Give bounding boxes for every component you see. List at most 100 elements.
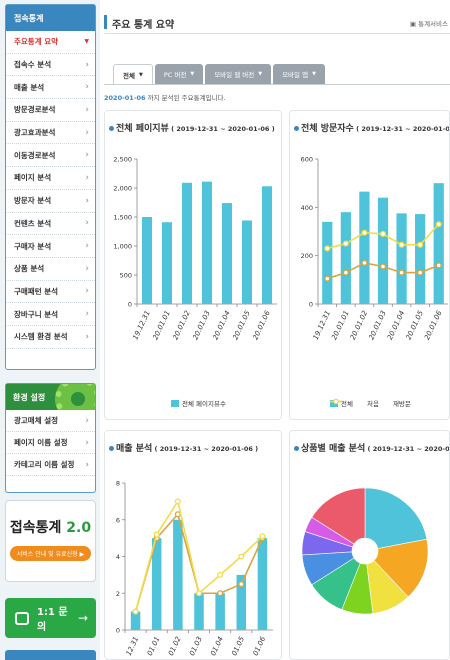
pageview-bar-chart: 0 500 1,000 1,500 2,000 2,500 19.12.31 20.01.01… (113, 156, 277, 341)
bar (262, 186, 272, 304)
tab-1[interactable]: PC 버전 ▼ (154, 64, 204, 84)
x-tick-label: 01.03 (188, 635, 204, 657)
sidebar-item-label: 구매패턴 분석 (14, 286, 59, 296)
pageview-card-title: 전체 페이지뷰 ( 2019-12-31 ~ 2020-01-06 ) (109, 121, 275, 134)
sidebar-item-11[interactable]: 구매패턴 분석 › (6, 281, 95, 304)
donut-slice (364, 487, 428, 549)
visitors-title-text: 전체 방문자수 (301, 124, 354, 134)
sidebar-item-7[interactable]: 방문자 분석 › (6, 190, 95, 213)
x-tick-label: 01.01 (146, 635, 162, 657)
pageview-legend: 전체 페이지뷰수 (171, 398, 226, 408)
visitors-legend: 전체 처음 재방문 (330, 398, 411, 408)
bar (182, 182, 192, 304)
qna-button[interactable]: 1:1 문의 → (5, 598, 96, 638)
sidebar-item-10[interactable]: 상품 분석 › (6, 258, 95, 281)
series-point (174, 511, 181, 518)
sidebar-item-9[interactable]: 구매자 분석 › (6, 235, 95, 258)
pageview-title-text: 전체 페이지뷰 (116, 124, 169, 134)
series-point (398, 269, 405, 276)
summary-text: 까지 분석된 주요통계입니다. (145, 94, 226, 102)
series-point (217, 571, 224, 578)
series-point (435, 221, 442, 228)
series-point (324, 275, 331, 282)
sidebar-item-8[interactable]: 컨텐츠 분석 › (6, 213, 95, 236)
stats-service-link[interactable]: ▣ 통계서비스 (409, 20, 448, 28)
series-point (398, 241, 405, 248)
tab-0[interactable]: 전체 ▼ (113, 64, 153, 84)
sidebar-item-label: 구매자 분석 (14, 241, 52, 251)
sidebar-item-0[interactable]: 주요통계 요약 ▼ (6, 31, 95, 54)
y-tick-label: 6 (116, 516, 120, 524)
chevron-right-icon: › (85, 437, 89, 448)
series-point (324, 245, 331, 252)
stats-2-promo-banner[interactable]: 접속통계 2.0 서비스 안내 및 유료신청 ▶ (5, 500, 96, 582)
env-item-2[interactable]: 카테고리 이름 설정 › (6, 454, 95, 476)
bar (433, 183, 444, 304)
bar (151, 538, 162, 630)
chevron-right-icon: › (85, 150, 89, 161)
sidebar-item-5[interactable]: 이동경로분석 › (6, 144, 95, 168)
series-point (259, 533, 266, 540)
pageview-card: 전체 페이지뷰 ( 2019-12-31 ~ 2020-01-06 ) 0 500… (104, 110, 282, 420)
bar (173, 519, 183, 630)
env-item-1[interactable]: 페이지 이름 설정 › (6, 432, 95, 454)
legend-swatch-bar (171, 399, 179, 407)
tab-label: 모바일 웹 버전 (214, 71, 255, 79)
service-info-button[interactable]: 서비스 안내 및 유료신청 ▶ (9, 546, 92, 561)
tab-label: 전체 (123, 71, 135, 80)
x-tick-label: 20.01.04 (211, 309, 231, 341)
env-item-label: 카테고리 이름 설정 (14, 460, 75, 469)
legend-item-revisit: 재방문 (330, 398, 411, 408)
sidebar-item-6[interactable]: 페이지 분석 › (6, 167, 95, 190)
bar (377, 197, 389, 304)
series-point (435, 262, 442, 269)
sidebar-item-4[interactable]: 광고효과분석 › (6, 122, 95, 145)
product-sales-card: 상품별 매출 분석 ( 2019-12-31 ~ 2020-01-06 ) (289, 430, 450, 660)
tab-2[interactable]: 모바일 웹 버전 ▼ (205, 64, 272, 84)
tab-label: 모바일 앱 (282, 71, 309, 79)
stats-menu-list: 주요통계 요약 ▼ 접속수 분석 › 매출 분석 › 방문경로분석 › 광고효과분석 › 이동경로분… (6, 31, 95, 349)
chevron-right-icon: › (85, 82, 89, 93)
chevron-right-icon: › (85, 218, 89, 229)
chevron-right-icon: › (85, 263, 89, 274)
series-point (342, 269, 349, 276)
x-tick-label: 20.01.02 (171, 309, 192, 341)
x-tick-label: 20.01.05 (231, 309, 252, 341)
legend-first-label: 처음 (366, 400, 379, 408)
sidebar-item-1[interactable]: 접속수 분석 › (6, 54, 95, 77)
series-point (132, 608, 139, 615)
x-tick-label: 20.01.06 (251, 309, 272, 341)
x-tick-label: 19.12.31 (312, 309, 332, 341)
sidebar-item-label: 주요통계 요약 (14, 37, 59, 47)
tab-label: PC 버전 (163, 71, 187, 79)
x-tick-label: 01.06 (252, 635, 268, 657)
bar (236, 574, 247, 630)
bar (215, 593, 225, 630)
bar (222, 203, 232, 304)
x-tick-label: 20.01.01 (330, 309, 350, 341)
chevron-right-icon: › (85, 309, 89, 320)
sidebar-item-2[interactable]: 매출 분석 › (6, 76, 95, 100)
legend-item-first: 처음 (330, 398, 379, 408)
sidebar-item-13[interactable]: 시스템 환경 분석 › (6, 326, 95, 349)
sidebar-item-label: 방문자 분석 (14, 196, 52, 206)
qna-label: 1:1 문의 (36, 607, 68, 633)
product-card-title: 상품별 매출 분석 ( 2019-12-31 ~ 2020-01-06 ) (294, 441, 449, 454)
bar (242, 220, 252, 304)
chevron-right-icon: › (85, 127, 89, 138)
x-tick-label: 01.02 (167, 635, 183, 657)
promo-title-version: 2.0 (66, 520, 92, 536)
env-item-0[interactable]: 광고매체 설정 › (6, 410, 95, 432)
triangle-down-icon: ▼ (190, 71, 195, 77)
sidebar-item-label: 장바구니 분석 (14, 309, 59, 319)
sidebar-item-label: 컨텐츠 분석 (14, 218, 52, 228)
x-tick-label: 01.04 (209, 635, 225, 657)
sidebar-item-12[interactable]: 장바구니 분석 › (6, 303, 95, 326)
sales-title-text: 매출 분석 (116, 444, 153, 454)
y-tick-label: 1,500 (113, 214, 132, 222)
sidebar-item-3[interactable]: 방문경로분석 › (6, 99, 95, 122)
tab-3[interactable]: 모바일 앱 ▼ (273, 64, 325, 84)
tab-divider (104, 84, 450, 85)
pageview-date-range: ( 2019-12-31 ~ 2020-01-06 ) (168, 125, 275, 133)
bar (130, 611, 141, 630)
